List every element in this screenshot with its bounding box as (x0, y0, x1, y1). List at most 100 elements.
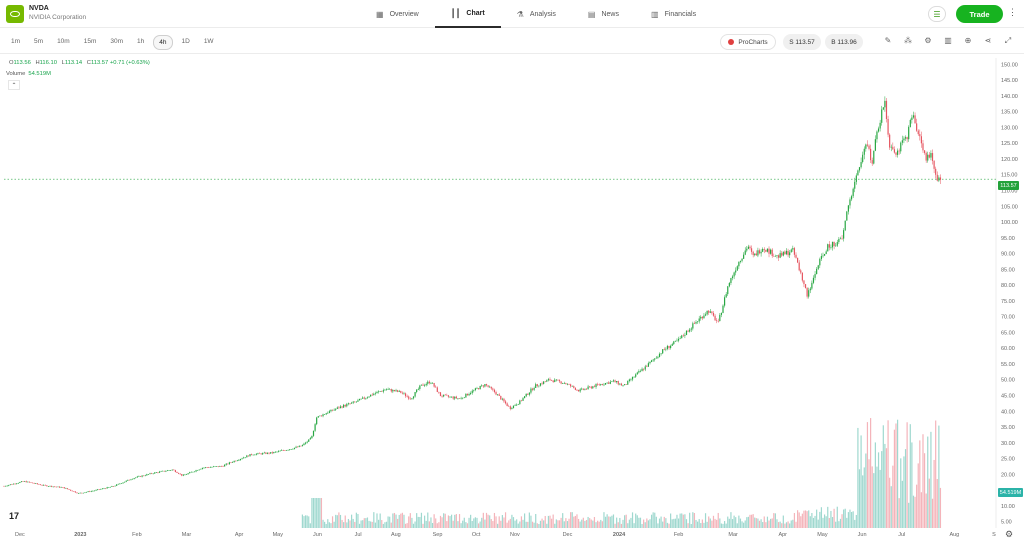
volume-bar (679, 513, 681, 528)
candle-body (41, 485, 43, 486)
candle-body (233, 460, 235, 463)
timeframe-1w[interactable]: 1W (203, 38, 214, 45)
candle-body (628, 379, 630, 381)
pencil-icon[interactable]: ✎ (884, 36, 892, 45)
volume-bar (579, 521, 581, 528)
candle-body (706, 310, 708, 315)
timeframe-1d[interactable]: 1D (181, 38, 190, 45)
expand-icon[interactable]: ⤢ (1004, 36, 1012, 45)
settings-icon[interactable]: ⚙ (924, 36, 932, 45)
timeframe-4h[interactable]: 4h (153, 35, 173, 50)
list-menu-icon[interactable]: ☰ (928, 6, 946, 22)
candle-body (765, 249, 767, 252)
volume-bar (425, 520, 427, 528)
volume-bar (443, 513, 445, 528)
volume-bar (550, 518, 553, 528)
tab-analysis[interactable]: ⚗ Analysis (501, 0, 572, 28)
chevron-up-icon[interactable]: ⌃ (8, 80, 20, 90)
candle-body (779, 253, 781, 258)
candle-body (219, 466, 221, 467)
timeframe-1m[interactable]: 1m (11, 38, 21, 45)
candle-body (231, 462, 234, 463)
chart-type-icon[interactable]: ▥ (944, 36, 952, 45)
candle-body (795, 254, 797, 258)
add-icon[interactable]: ⊕ (964, 36, 972, 45)
candle-body (704, 314, 707, 316)
volume-bar (912, 495, 915, 528)
candle-body (819, 259, 821, 266)
more-vertical-icon[interactable]: ⋮ (1008, 7, 1017, 17)
candle-body (766, 248, 769, 252)
volume-bar (460, 523, 462, 528)
volume-bar (422, 523, 424, 528)
candle-body (530, 388, 532, 393)
indicators-icon[interactable]: ⁂ (904, 36, 912, 45)
procharts-button[interactable]: ProCharts (720, 34, 776, 50)
candle-body (528, 392, 530, 395)
tab-financials[interactable]: ▥ Financials (635, 0, 712, 28)
volume-bar (833, 508, 835, 528)
close-label: C (86, 60, 91, 66)
candle-body (936, 174, 938, 181)
candle-body (682, 335, 684, 337)
x-tick-label: Feb (132, 532, 141, 538)
timeframe-30m[interactable]: 30m (110, 38, 124, 45)
volume-bar (341, 519, 343, 528)
y-tick-label: 140.00 (1001, 94, 1018, 100)
candle-body (317, 416, 319, 418)
volume-bar (520, 516, 523, 528)
tab-overview[interactable]: ▦ Overview (360, 0, 435, 28)
candle-body (136, 476, 138, 478)
y-tick-label: 55.00 (1001, 362, 1015, 368)
candle-body (19, 482, 21, 483)
volume-bar (822, 517, 824, 528)
volume-bar (847, 512, 849, 528)
share-icon[interactable]: ⋖ (984, 36, 992, 45)
volume-bar (882, 425, 884, 528)
volume-bar (481, 517, 483, 528)
candle-body (489, 386, 491, 388)
candle-body (389, 389, 391, 390)
tradingview-logo[interactable]: 17 (9, 511, 20, 521)
candle-body (125, 480, 127, 482)
timeframe-1h[interactable]: 1h (137, 38, 145, 45)
high-value: 116.10 (39, 60, 57, 66)
candle-body (285, 450, 288, 451)
volume-bar (336, 515, 338, 528)
candle-body (274, 451, 277, 453)
sell-price-button[interactable]: S 113.57 (783, 34, 821, 50)
volume-bar (320, 498, 323, 528)
volume-bar (623, 515, 626, 528)
candle-body (117, 483, 119, 485)
volume-bar (558, 520, 561, 528)
candle-body (482, 385, 484, 387)
candle-body (714, 315, 716, 321)
candle-body (376, 392, 378, 394)
candle-body (641, 368, 643, 371)
candle-body (568, 383, 570, 385)
candle-body (403, 393, 405, 394)
volume-bar (538, 523, 540, 528)
buy-price-button[interactable]: B 113.96 (825, 34, 863, 50)
candle-body (322, 414, 324, 417)
candle-body (419, 385, 421, 389)
y-tick-label: 115.00 (1001, 173, 1017, 179)
tab-chart[interactable]: ┃┃ Chart (434, 0, 501, 28)
trade-button[interactable]: Trade (956, 5, 1003, 23)
candle-body (200, 468, 202, 470)
timeframe-15m[interactable]: 15m (83, 38, 97, 45)
volume-bar (701, 519, 703, 528)
timeframe-5m[interactable]: 5m (34, 38, 44, 45)
candle-body (409, 398, 411, 400)
candle-body (604, 382, 607, 385)
gear-icon[interactable]: ⚙ (1005, 529, 1014, 539)
volume-bar (324, 521, 326, 528)
tab-news[interactable]: ▤ News (572, 0, 635, 28)
candle-body (141, 475, 143, 477)
candle-body (112, 486, 115, 487)
timeframe-10m[interactable]: 10m (57, 38, 70, 45)
volume-bar (736, 523, 738, 528)
candle-body (127, 479, 129, 481)
volume-bar (766, 516, 769, 528)
